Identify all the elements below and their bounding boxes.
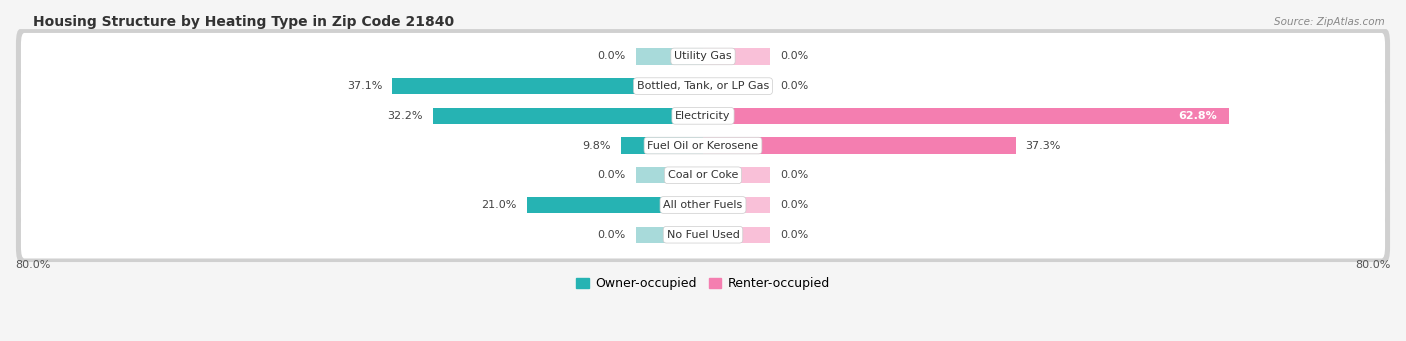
Text: 0.0%: 0.0% [780, 230, 808, 240]
Text: 0.0%: 0.0% [780, 81, 808, 91]
Legend: Owner-occupied, Renter-occupied: Owner-occupied, Renter-occupied [571, 272, 835, 296]
Text: 9.8%: 9.8% [582, 140, 610, 151]
Text: 32.2%: 32.2% [388, 111, 423, 121]
Bar [703, 78, 770, 94]
Bar [703, 108, 1229, 124]
Bar [703, 226, 770, 243]
FancyBboxPatch shape [21, 63, 1385, 110]
Text: No Fuel Used: No Fuel Used [666, 230, 740, 240]
Text: Source: ZipAtlas.com: Source: ZipAtlas.com [1274, 17, 1385, 27]
Bar [636, 167, 703, 183]
FancyBboxPatch shape [21, 122, 1385, 169]
Text: 0.0%: 0.0% [780, 51, 808, 61]
Bar [703, 48, 770, 64]
FancyBboxPatch shape [15, 59, 1391, 114]
Text: 0.0%: 0.0% [780, 200, 808, 210]
Text: 21.0%: 21.0% [482, 200, 517, 210]
Bar [703, 137, 1015, 154]
Text: Utility Gas: Utility Gas [675, 51, 731, 61]
FancyBboxPatch shape [15, 29, 1391, 84]
Bar [703, 197, 770, 213]
FancyBboxPatch shape [15, 148, 1391, 203]
FancyBboxPatch shape [15, 89, 1391, 143]
FancyBboxPatch shape [15, 207, 1391, 262]
Bar [621, 137, 703, 154]
FancyBboxPatch shape [21, 33, 1385, 80]
Text: 37.1%: 37.1% [347, 81, 382, 91]
Text: 0.0%: 0.0% [780, 170, 808, 180]
Text: 0.0%: 0.0% [598, 170, 626, 180]
FancyBboxPatch shape [21, 92, 1385, 139]
Bar [527, 197, 703, 213]
Text: 37.3%: 37.3% [1025, 140, 1062, 151]
Bar [433, 108, 703, 124]
Bar [392, 78, 703, 94]
Bar [703, 167, 770, 183]
Text: 62.8%: 62.8% [1178, 111, 1216, 121]
Text: Housing Structure by Heating Type in Zip Code 21840: Housing Structure by Heating Type in Zip… [32, 15, 454, 29]
FancyBboxPatch shape [21, 181, 1385, 229]
Text: 0.0%: 0.0% [598, 51, 626, 61]
Text: Coal or Coke: Coal or Coke [668, 170, 738, 180]
FancyBboxPatch shape [15, 178, 1391, 232]
FancyBboxPatch shape [15, 118, 1391, 173]
Text: Electricity: Electricity [675, 111, 731, 121]
Bar [636, 226, 703, 243]
Bar [636, 48, 703, 64]
Text: Bottled, Tank, or LP Gas: Bottled, Tank, or LP Gas [637, 81, 769, 91]
Text: 0.0%: 0.0% [598, 230, 626, 240]
Text: All other Fuels: All other Fuels [664, 200, 742, 210]
FancyBboxPatch shape [21, 211, 1385, 258]
Text: Fuel Oil or Kerosene: Fuel Oil or Kerosene [647, 140, 759, 151]
FancyBboxPatch shape [21, 152, 1385, 199]
